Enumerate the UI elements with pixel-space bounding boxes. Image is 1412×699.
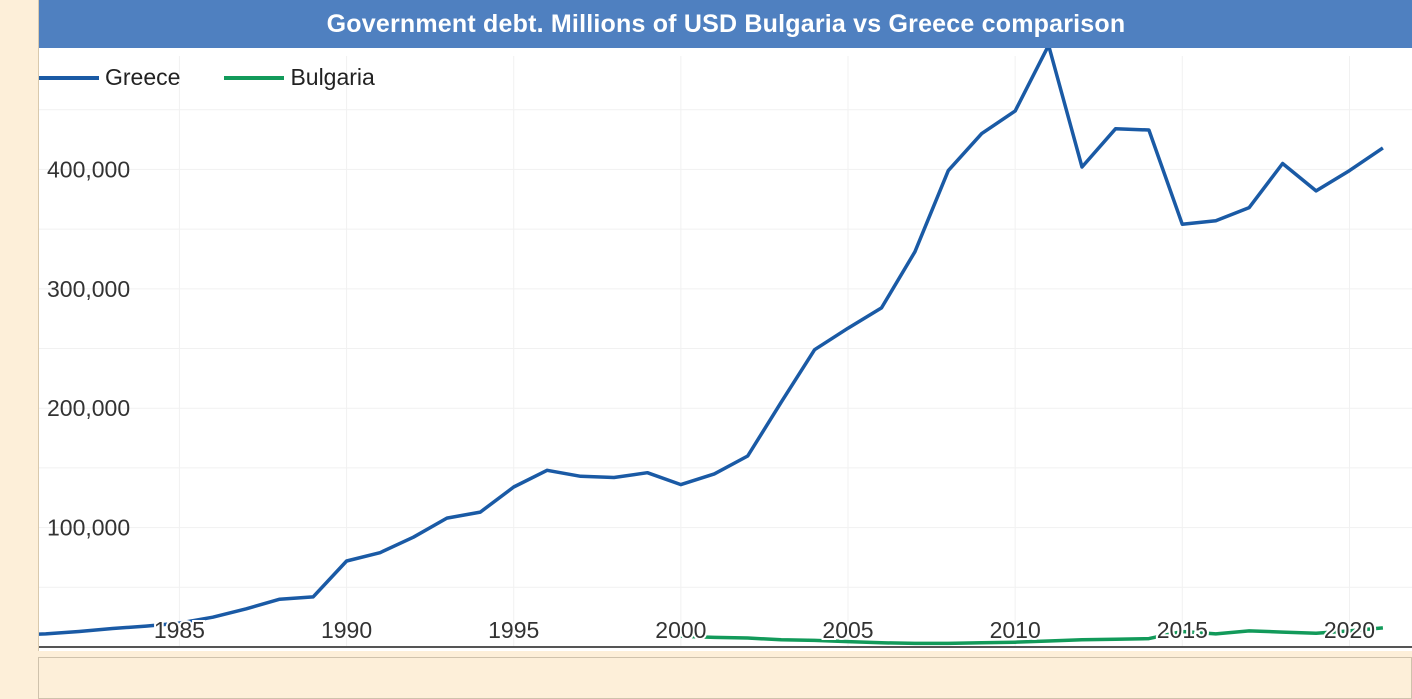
legend-item-greece[interactable]: Greece xyxy=(39,64,180,91)
chart-title: Government debt. Millions of USD Bulgari… xyxy=(39,0,1412,48)
y-axis-ticks: 100,000 200,000 300,000 400,000 xyxy=(47,156,130,540)
x-tick-label: 2000 xyxy=(655,617,706,643)
chart-svg: 100,000 200,000 300,000 400,000 1985 1990 199… xyxy=(39,43,1412,648)
x-tick-label: 2015 xyxy=(1157,617,1208,643)
y-tick-label: 400,000 xyxy=(47,156,130,182)
grid-lines xyxy=(39,56,1412,647)
y-tick-label: 200,000 xyxy=(47,395,130,421)
x-tick-label: 2005 xyxy=(822,617,873,643)
footer-panel xyxy=(38,657,1412,699)
x-axis-ticks: 1985 1990 1995 2000 2005 2010 2015 2020 xyxy=(152,615,1377,645)
chart-panel: 100,000 200,000 300,000 400,000 1985 1990 199… xyxy=(38,0,1412,651)
y-tick-label: 100,000 xyxy=(47,515,130,541)
x-tick-label: 2020 xyxy=(1324,617,1375,643)
x-tick-label: 1990 xyxy=(321,617,372,643)
series-lines xyxy=(39,43,1384,646)
legend[interactable]: Greece Bulgaria xyxy=(39,64,419,91)
series-line-greece xyxy=(39,43,1384,636)
legend-swatch-greece xyxy=(39,75,99,80)
legend-item-bulgaria[interactable]: Bulgaria xyxy=(224,64,375,91)
y-tick-label: 300,000 xyxy=(47,276,130,302)
x-tick-label: 1985 xyxy=(154,617,205,643)
x-tick-label: 1995 xyxy=(488,617,539,643)
legend-swatch-bulgaria xyxy=(224,75,285,80)
series-line-bulgaria xyxy=(680,626,1384,646)
x-tick-label: 2010 xyxy=(990,617,1041,643)
legend-label-bulgaria: Bulgaria xyxy=(290,64,375,90)
legend-label-greece: Greece xyxy=(105,64,181,90)
